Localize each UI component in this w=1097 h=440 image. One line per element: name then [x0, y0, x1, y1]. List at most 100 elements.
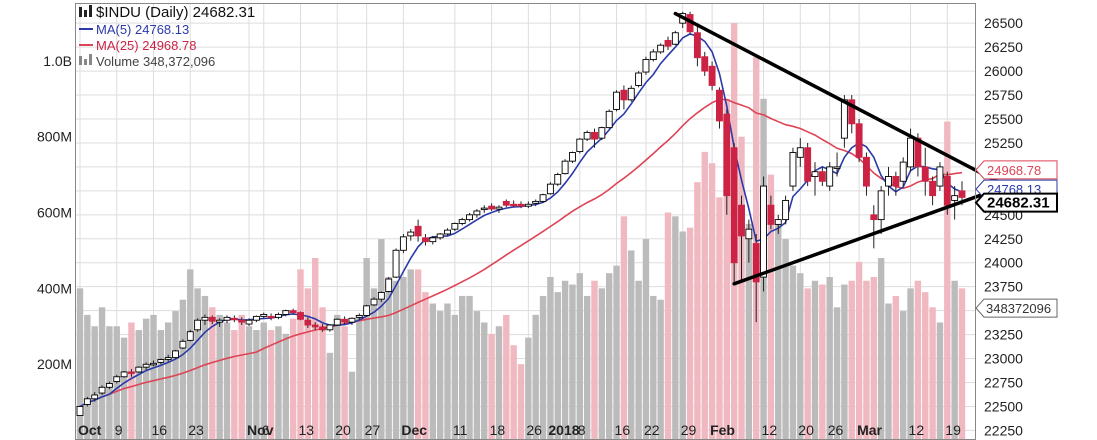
volume-bar — [782, 239, 789, 440]
candle-body — [716, 89, 723, 122]
date-tick-label: 22 — [644, 422, 660, 438]
volume-bar — [650, 295, 657, 440]
volume-tick-label: 200M — [37, 356, 72, 372]
volume-bar — [525, 337, 532, 440]
date-tick-label: 20 — [798, 422, 814, 438]
candle-body — [385, 278, 393, 292]
candle-body — [267, 315, 275, 319]
date-tick-label: 18 — [490, 422, 506, 438]
triangle-upper-line — [673, 11, 1008, 188]
date-tick-label: 19 — [945, 422, 961, 438]
volume-bar — [392, 280, 400, 440]
candle-body — [693, 32, 701, 59]
price-tick-label: 25500 — [984, 111, 1023, 127]
candle-body — [245, 319, 253, 325]
volume-bar — [312, 258, 319, 440]
date-tick-label: Dec — [401, 422, 427, 438]
candle-body — [524, 203, 532, 207]
date-tick-label: 12 — [909, 422, 925, 438]
volume-bar — [679, 231, 686, 440]
volume-bar — [907, 288, 914, 440]
symbol-icon-part — [84, 10, 87, 17]
volume-bar — [414, 269, 422, 440]
candle-body — [840, 99, 848, 139]
volume-bar — [613, 265, 620, 440]
volume-bar — [686, 227, 694, 440]
price-tick-label: 26000 — [984, 63, 1023, 79]
volume-bar — [91, 326, 98, 440]
volume-bar — [238, 314, 245, 440]
candle-body — [473, 210, 481, 216]
volume-bar — [385, 276, 392, 440]
volume-swatch-icon-part — [84, 59, 87, 65]
volume-bar — [341, 326, 348, 440]
candle-body — [480, 207, 488, 211]
candle-body — [179, 340, 187, 349]
volume-bar — [407, 269, 414, 440]
candle-body — [929, 180, 937, 197]
candle-body — [664, 39, 672, 47]
last-price-badge: 24682.31 — [974, 192, 1058, 213]
price-tick-label: 25750 — [984, 87, 1023, 103]
volume-bar — [370, 288, 378, 440]
volume-bar — [745, 223, 753, 440]
volume-value-badge-text: 348372096 — [986, 301, 1051, 316]
candle-body — [517, 203, 525, 207]
candle-body — [216, 319, 224, 323]
volume-bar — [488, 333, 495, 440]
volume-tick-label: 400M — [37, 280, 72, 296]
volume-bar — [128, 322, 135, 440]
price-tick-label: 23750 — [984, 279, 1023, 295]
price-candles — [76, 11, 966, 417]
volume-bar — [951, 280, 958, 440]
volume-bar — [209, 307, 216, 440]
volume-bar — [598, 288, 606, 440]
candle-body — [943, 176, 951, 206]
volume-bar — [223, 322, 231, 440]
candle-body — [899, 161, 907, 182]
candle-body — [208, 316, 216, 322]
price-tick-label: 23250 — [984, 327, 1023, 343]
volume-bar — [179, 299, 187, 440]
candle-body — [282, 310, 290, 315]
volume-bar — [716, 197, 723, 440]
candle-body — [855, 123, 863, 158]
volume-value-badge-box — [975, 298, 1058, 318]
candle-body — [723, 113, 731, 197]
candle-body — [833, 166, 841, 169]
candle-body — [326, 324, 334, 331]
candle-body — [201, 316, 209, 321]
symbol-icon-part — [89, 5, 92, 17]
volume-bar — [797, 273, 804, 440]
volume-bar — [532, 314, 539, 440]
candle-body — [863, 156, 870, 187]
candle-body — [304, 319, 312, 326]
candle-body — [591, 131, 598, 140]
volume-bar — [841, 284, 848, 440]
volume-bar — [481, 322, 488, 440]
volume-bar — [297, 269, 304, 440]
volume-bar — [628, 250, 635, 440]
volume-bar — [738, 136, 745, 440]
volume-bar — [936, 322, 944, 440]
volume-bar — [892, 295, 900, 440]
date-tick-label: 11 — [453, 422, 468, 438]
ma25-line — [101, 98, 963, 398]
symbol-icon — [79, 7, 82, 17]
candle-body — [186, 331, 194, 341]
date-tick-label: Nov — [247, 422, 274, 438]
candle-body — [120, 371, 128, 378]
volume-tick-label: 1.0B — [43, 53, 72, 69]
legend-ma5: MA(5) 24768.13 — [96, 22, 189, 37]
volume-bar — [319, 307, 326, 440]
volume-bar — [863, 280, 870, 440]
candle-body — [892, 176, 900, 187]
candle-body — [598, 127, 606, 139]
price-tick-label: 22500 — [984, 398, 1023, 414]
candle-body — [657, 44, 665, 53]
volume-bar — [855, 261, 863, 440]
volume-axis: 200M 400M 600M 800M 1.0B — [37, 53, 72, 372]
volume-tick-label: 800M — [37, 129, 72, 145]
volume-bar — [826, 276, 833, 440]
price-axis: 2225022500227502300023250235002375024000… — [984, 15, 1023, 438]
